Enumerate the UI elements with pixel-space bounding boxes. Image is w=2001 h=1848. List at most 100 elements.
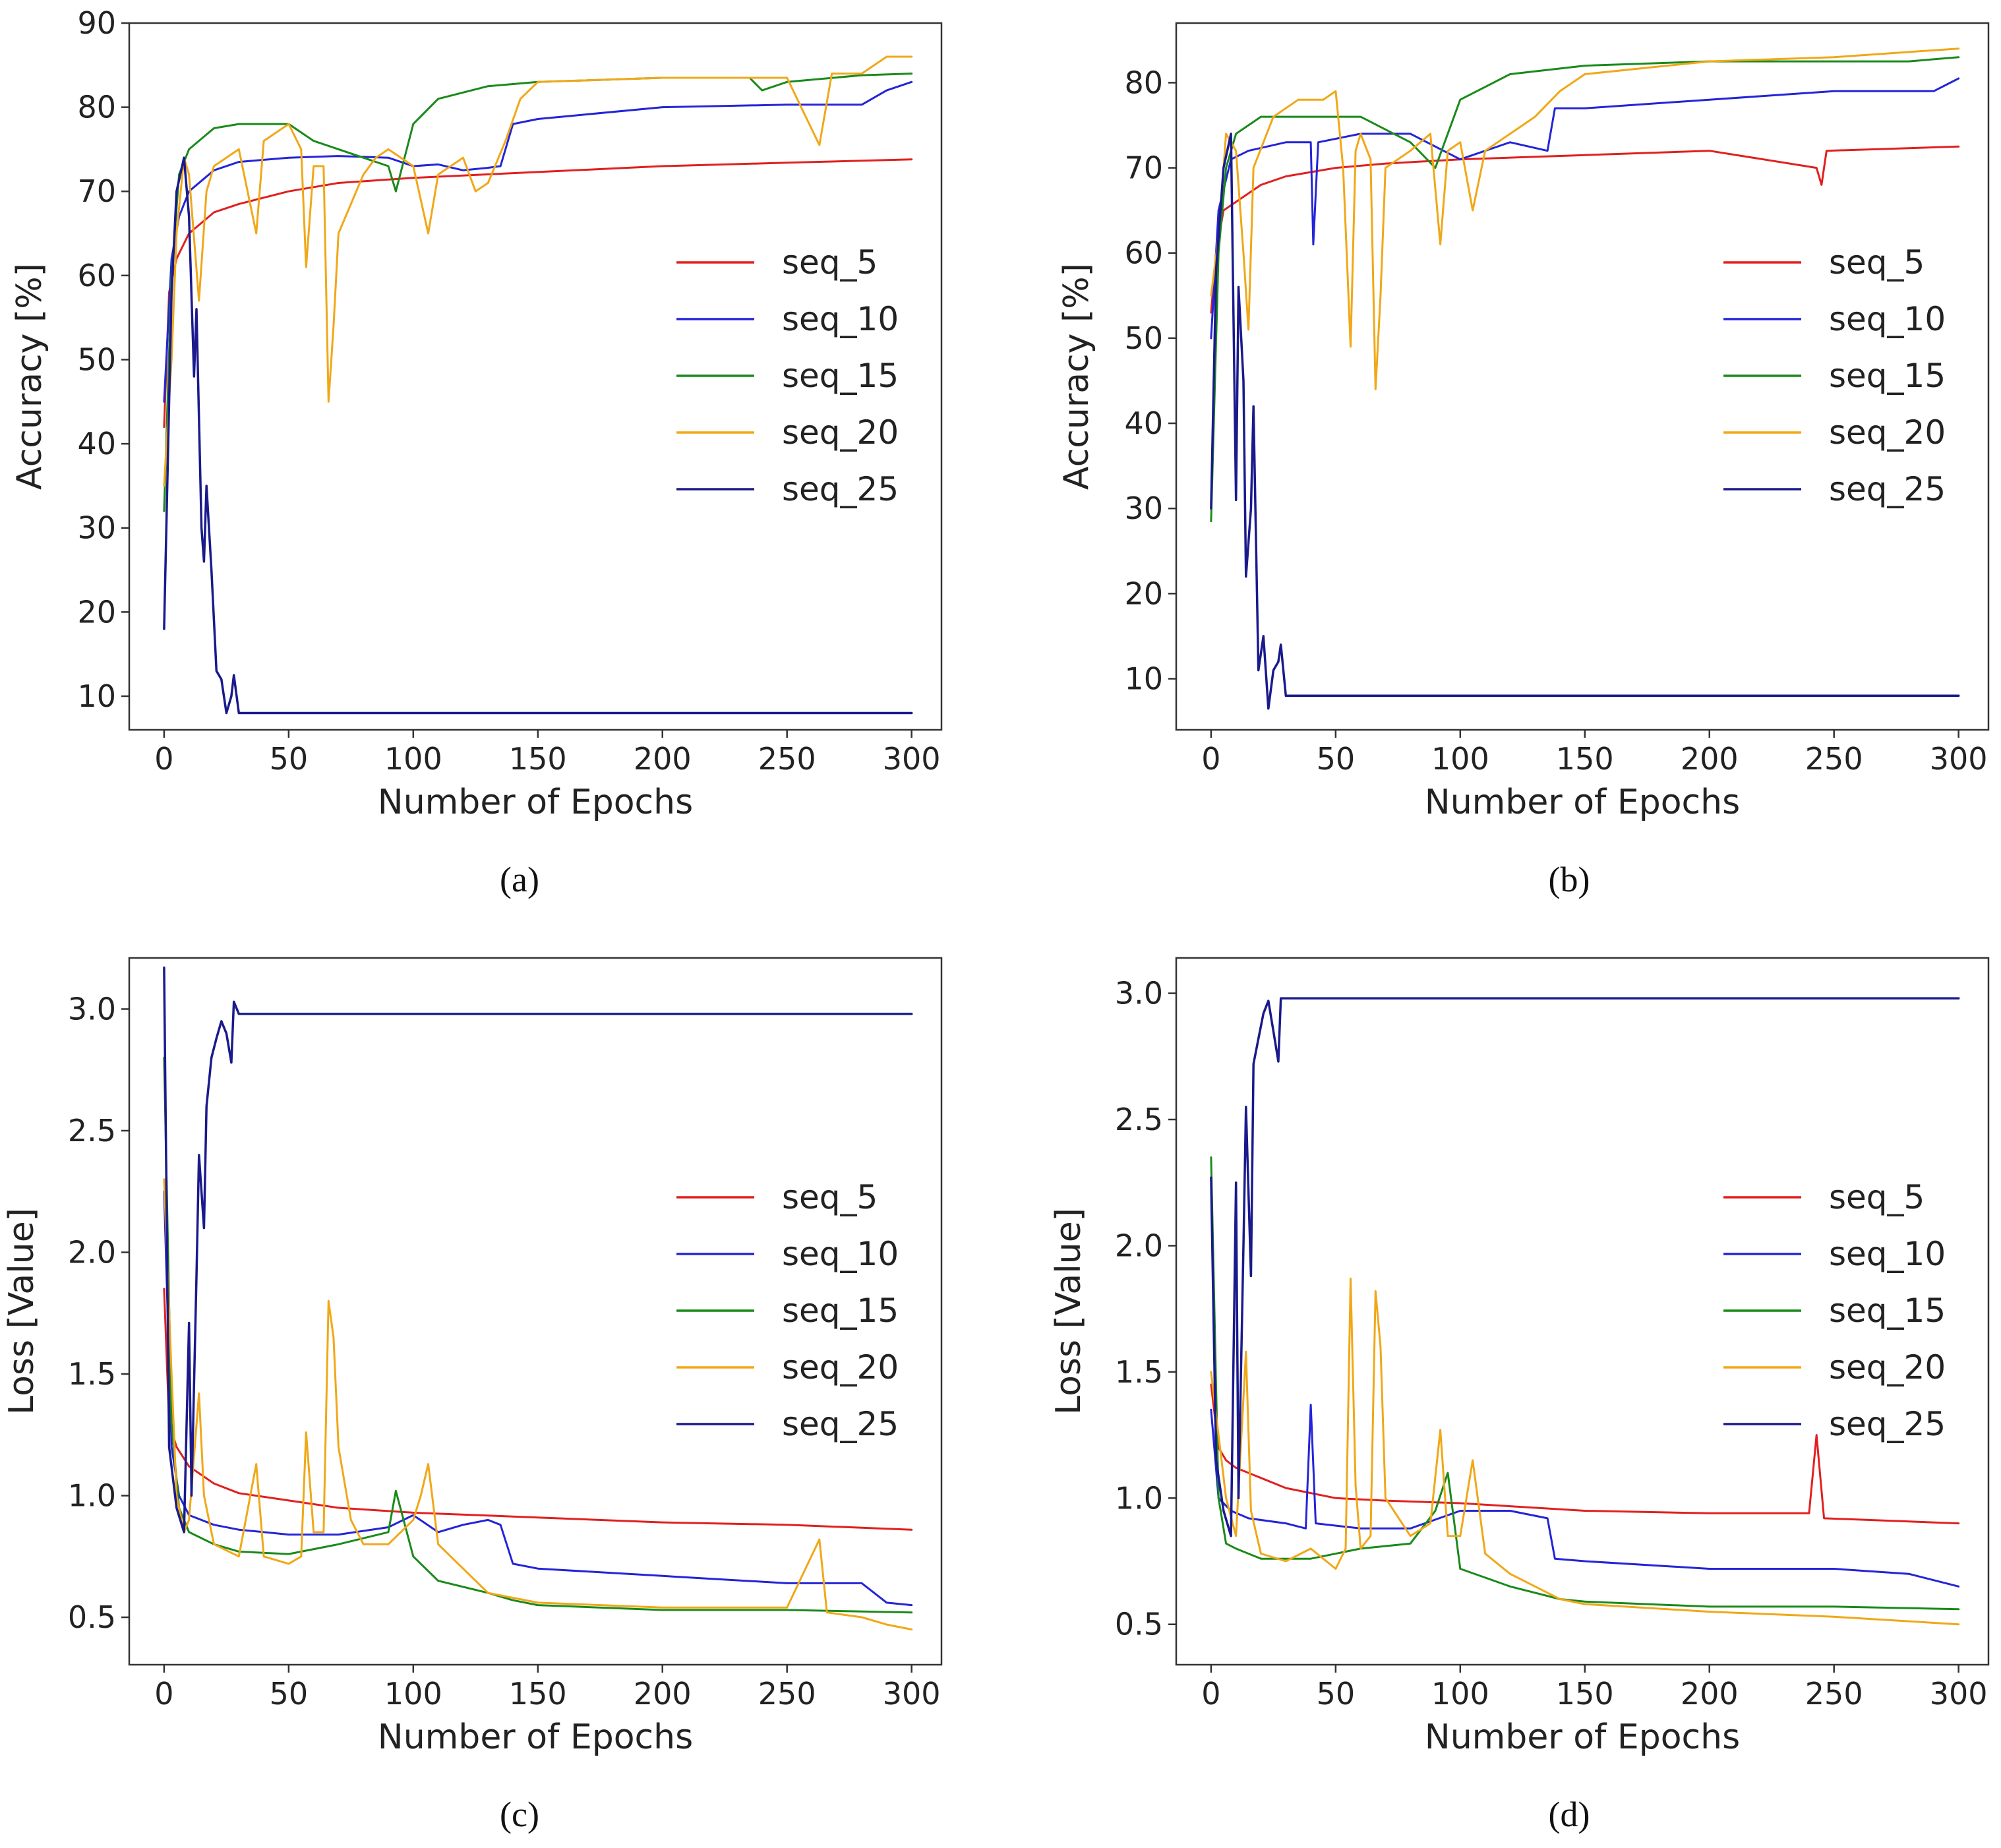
series-group [163, 55, 913, 715]
x-tick-label: 300 [1930, 1676, 1988, 1712]
y-tick-label: 80 [77, 90, 116, 125]
y-tick-label: 3.0 [68, 991, 116, 1027]
plot-frame [1175, 22, 1990, 731]
legend-label: seq_5 [782, 243, 878, 282]
series-line-seq-5 [1210, 1383, 1960, 1525]
x-tick-label: 200 [1681, 741, 1739, 777]
y-tick-label: 60 [77, 258, 116, 293]
series-line-seq-25 [1210, 133, 1960, 710]
y-axis-label: Accuracy [%] [10, 263, 49, 490]
y-axis-label: Loss [Value] [1049, 1208, 1089, 1415]
y-tick-label: 10 [77, 678, 116, 714]
x-tick-label: 300 [883, 1676, 941, 1712]
x-tick-label: 50 [1317, 741, 1356, 777]
x-tick-label: 250 [758, 741, 816, 777]
series-line-seq-25 [163, 156, 913, 715]
series-line-seq-20 [163, 1178, 913, 1630]
series-line-seq-10 [1210, 77, 1960, 340]
series-line-seq-20 [1210, 47, 1960, 390]
legend: seq_5 seq_10 seq_15 seq_20 seq_25 [1723, 1178, 1946, 1443]
x-tick-label: 150 [1556, 741, 1614, 777]
x-tick-label: 150 [509, 1676, 567, 1712]
plot-frame [128, 22, 943, 731]
series-line-seq-20 [163, 55, 913, 487]
legend-label: seq_15 [782, 1292, 899, 1330]
plot-frame [128, 957, 943, 1666]
y-tick-label: 80 [1124, 65, 1163, 100]
x-tick-label: 200 [1681, 1676, 1739, 1712]
plot-frame [1175, 957, 1990, 1666]
caption-d: (d) [1549, 1795, 1590, 1834]
series-line-seq-15 [1210, 1156, 1960, 1611]
caption-c: (c) [500, 1795, 539, 1834]
legend: seq_5 seq_10 seq_15 seq_20 seq_25 [676, 243, 899, 508]
legend-label: seq_10 [782, 1235, 899, 1273]
x-tick-label: 250 [758, 1676, 816, 1712]
y-tick-label: 2.5 [68, 1113, 116, 1148]
y-tick-label: 20 [77, 594, 116, 630]
x-tick-label: 50 [270, 1676, 309, 1712]
y-axis-label: Accuracy [%] [1057, 263, 1096, 490]
x-tick-label: 0 [1201, 1676, 1220, 1712]
legend-label: seq_10 [782, 300, 899, 338]
legend-label: seq_20 [1829, 413, 1946, 452]
series-group [163, 967, 913, 1630]
x-tick-label: 0 [1201, 741, 1220, 777]
y-tick-label: 20 [1124, 576, 1163, 611]
y-tick-label: 1.0 [1115, 1480, 1163, 1516]
x-axis-label: Number of Epochs [378, 783, 693, 822]
x-axis-label: Number of Epochs [378, 1717, 693, 1757]
series-line-seq-10 [163, 1190, 913, 1607]
legend-label: seq_25 [1829, 470, 1946, 508]
chart-panel-b: 0 50 100 150 200 250 300 10 20 30 40 50 60 70 80 Number… [1057, 22, 1990, 822]
x-tick-label: 100 [384, 1676, 442, 1712]
x-tick-label: 150 [509, 741, 567, 777]
legend-label: seq_15 [782, 357, 899, 395]
x-axis-label: Number of Epochs [1425, 783, 1740, 822]
y-tick-label: 40 [77, 426, 116, 462]
caption-a: (a) [500, 860, 539, 899]
y-tick-label: 1.5 [1115, 1354, 1163, 1390]
legend-label: seq_25 [782, 1405, 899, 1443]
y-tick-label: 0.5 [68, 1599, 116, 1635]
legend: seq_5 seq_10 seq_15 seq_20 seq_25 [1723, 243, 1946, 508]
legend-label: seq_5 [782, 1178, 878, 1216]
y-tick-label: 2.0 [1115, 1228, 1163, 1263]
series-group [1210, 997, 1960, 1626]
legend-label: seq_15 [1829, 357, 1946, 395]
y-tick-label: 90 [77, 5, 116, 41]
y-tick-label: 2.0 [68, 1235, 116, 1270]
series-line-seq-25 [163, 967, 913, 1534]
x-tick-label: 250 [1805, 1676, 1863, 1712]
chart-panel-d: 0 50 100 150 200 250 300 0.5 1.0 1.5 2.0 2.5 3.0 Numb… [1049, 957, 1990, 1757]
x-tick-label: 50 [1317, 1676, 1356, 1712]
y-tick-label: 30 [1124, 491, 1163, 526]
y-tick-label: 70 [1124, 150, 1163, 186]
chart-panel-c: 0 50 100 150 200 250 300 0.5 1.0 1.5 2.0 2.5 3.0 Numb… [2, 957, 943, 1757]
series-line-seq-5 [1210, 145, 1960, 314]
x-tick-label: 100 [1431, 1676, 1489, 1712]
y-tick-label: 30 [77, 510, 116, 546]
x-tick-label: 150 [1556, 1676, 1614, 1712]
x-tick-label: 0 [154, 1676, 173, 1712]
y-tick-label: 0.5 [1115, 1607, 1163, 1642]
y-tick-label: 50 [1124, 320, 1163, 356]
series-line-seq-20 [1210, 1277, 1960, 1626]
x-tick-label: 200 [634, 741, 692, 777]
x-tick-label: 300 [883, 741, 941, 777]
x-tick-label: 200 [634, 1676, 692, 1712]
legend-label: seq_25 [782, 470, 899, 508]
x-tick-label: 0 [154, 741, 173, 777]
y-tick-label: 2.5 [1115, 1102, 1163, 1137]
y-tick-label: 1.5 [68, 1356, 116, 1392]
y-tick-label: 40 [1124, 405, 1163, 441]
legend-label: seq_20 [782, 413, 899, 452]
legend-label: seq_25 [1829, 1405, 1946, 1443]
x-tick-label: 300 [1930, 741, 1988, 777]
series-line-seq-10 [1210, 1404, 1960, 1588]
series-line-seq-10 [163, 80, 913, 403]
x-tick-label: 100 [384, 741, 442, 777]
x-tick-label: 100 [1431, 741, 1489, 777]
series-group [1210, 47, 1960, 710]
